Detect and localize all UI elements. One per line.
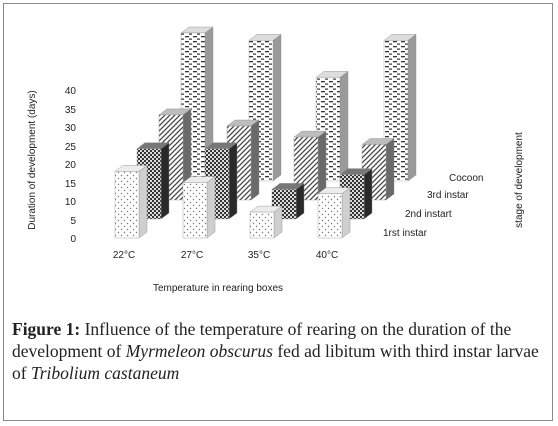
bar-side (386, 139, 394, 201)
category-label: 35°C (248, 250, 270, 261)
caption-species: Myrmeleon obscurus (126, 341, 273, 361)
y-axis-label: Duration of development (days) (27, 90, 38, 230)
bars-layer (115, 27, 416, 238)
y-tick-label: 0 (70, 234, 76, 245)
bar-side (207, 177, 215, 239)
bar-front (318, 194, 342, 238)
y-tick-label: 40 (65, 86, 77, 97)
bar-3d (250, 206, 282, 238)
bar-side (340, 71, 348, 181)
bar-3d (318, 188, 350, 238)
bar-side (229, 143, 237, 219)
category-label: 40°C (316, 250, 338, 261)
bar-side (139, 165, 147, 238)
y-tick-label: 30 (65, 123, 77, 134)
category-label: 27°C (181, 250, 203, 261)
series-label: 3rd instar (427, 190, 469, 201)
bar-side (273, 34, 281, 181)
x-axis-label: Temperature in rearing boxes (153, 283, 283, 294)
bar-side (251, 120, 259, 200)
caption-prey: Tribolium castaneum (31, 363, 179, 383)
bar-front (183, 183, 207, 239)
caption-figure-label: Figure 1: (12, 319, 80, 339)
series-label: 1rst instar (383, 228, 428, 239)
bar-front (250, 212, 274, 238)
bar-side (364, 169, 372, 219)
bar-3d (183, 177, 215, 239)
figure-caption: Figure 1: Influence of the temperature o… (12, 318, 546, 384)
bar-front (115, 171, 139, 238)
bar-side (161, 143, 169, 219)
y-tick-label: 10 (65, 197, 77, 208)
bar-side (342, 188, 350, 238)
category-label: 22°C (113, 250, 135, 261)
depth-axis-label: stage of development (514, 132, 525, 228)
series-label: 2nd instart (405, 209, 452, 220)
y-tick-label: 20 (65, 160, 77, 171)
series-label: Cocoon (449, 173, 483, 184)
y-tick-label: 5 (70, 216, 76, 227)
y-tick-label: 25 (65, 142, 77, 153)
bar-3d (115, 165, 147, 238)
y-tick-label: 35 (65, 105, 77, 116)
chart: Duration of development (days) stage of … (0, 0, 558, 318)
bar-side (408, 34, 416, 181)
y-tick-label: 15 (65, 179, 77, 190)
